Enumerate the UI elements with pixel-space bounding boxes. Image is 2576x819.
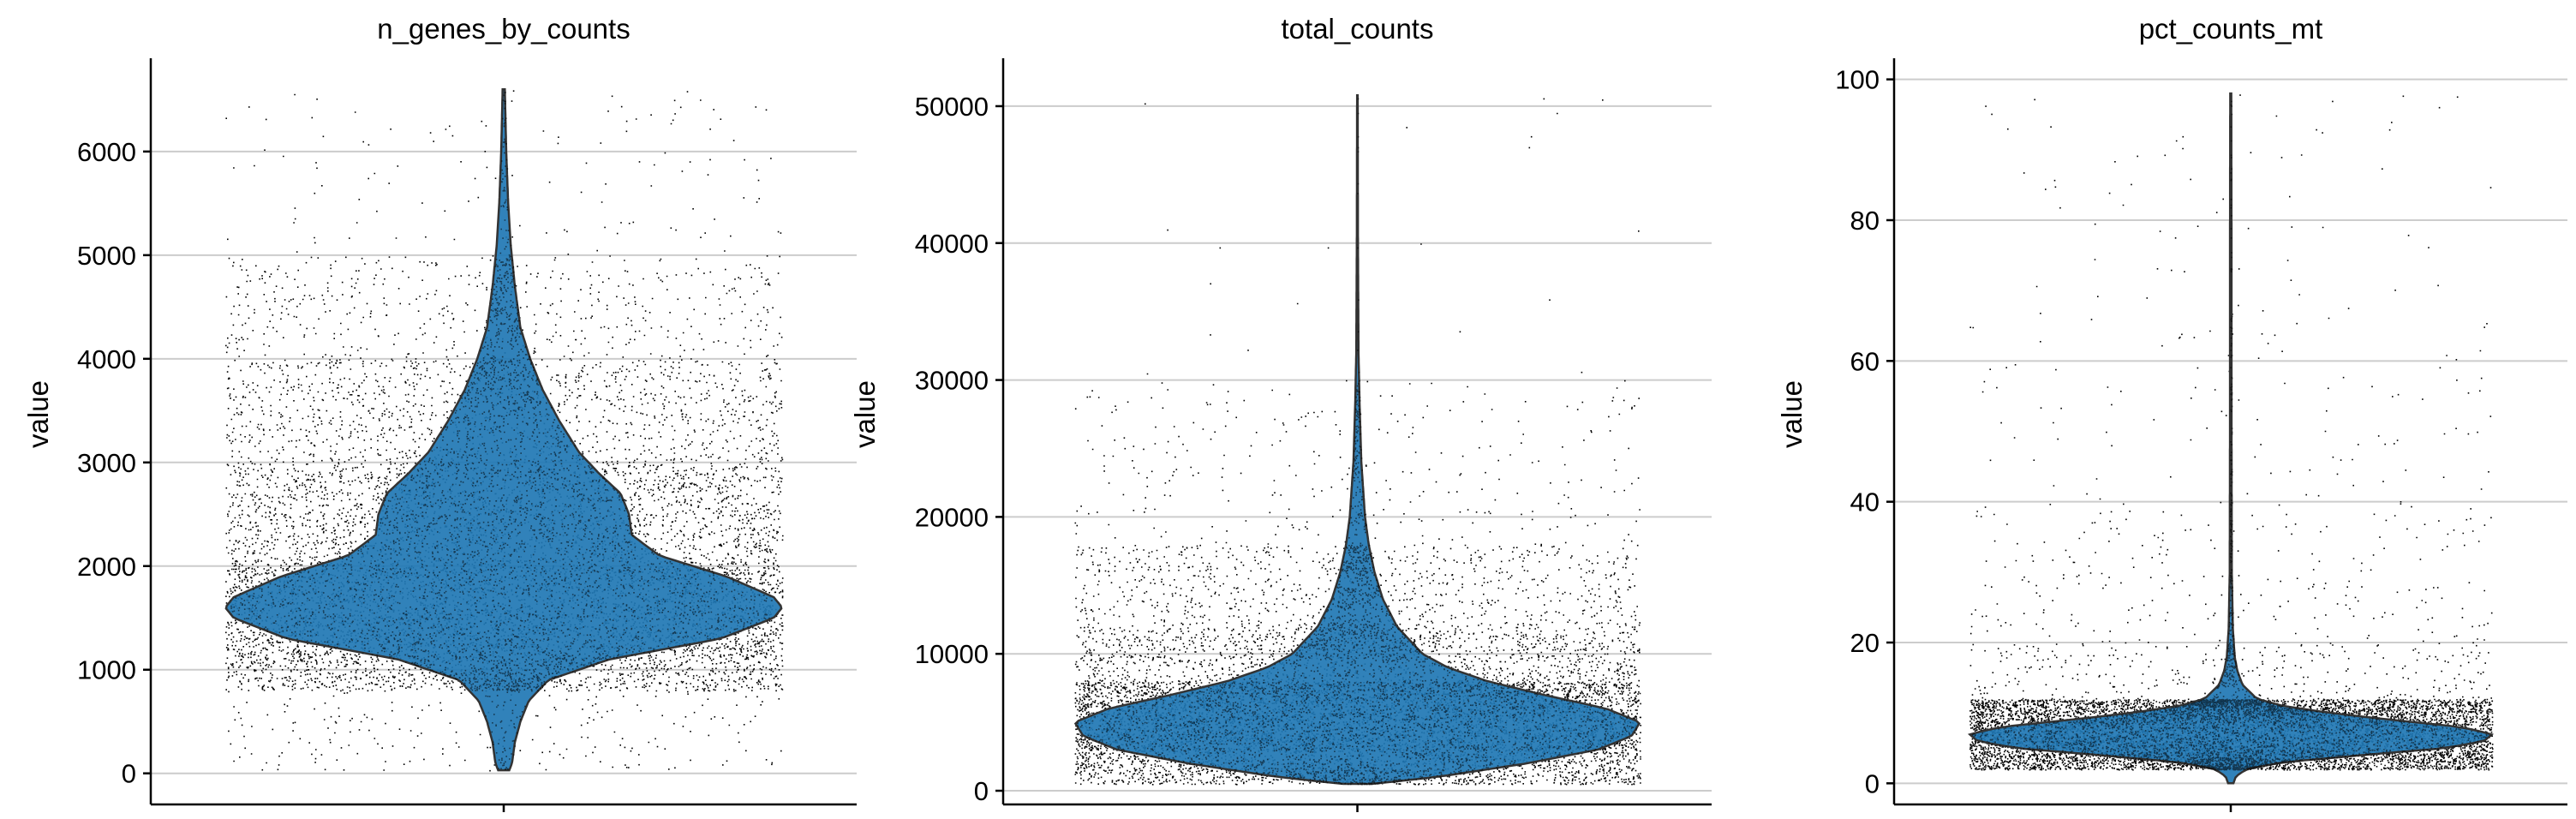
y-tick-label: 20000 xyxy=(915,502,989,532)
y-tick-label: 3000 xyxy=(77,448,136,478)
y-tick-label: 20 xyxy=(1850,628,1880,658)
y-tick-label: 30000 xyxy=(915,366,989,396)
y-tick-label: 10000 xyxy=(915,639,989,669)
chart-panel-2: 0 10000 20000 30000 40000 50000 total_countsva… xyxy=(849,13,1712,812)
y-tick-label: 6000 xyxy=(77,137,136,167)
y-tick-label: 40000 xyxy=(915,229,989,259)
violin-body xyxy=(224,88,783,772)
chart-panel-1: 0 1000 2000 3000 4000 5000 6000 n_genes_by_coun… xyxy=(22,13,857,812)
y-tick-label: 4000 xyxy=(77,344,136,374)
y-tick-label: 60 xyxy=(1850,346,1880,376)
y-tick-label: 100 xyxy=(1835,65,1880,95)
y-tick-label: 80 xyxy=(1850,206,1880,236)
y-tick-label: 50000 xyxy=(915,92,989,122)
y-tick-label: 0 xyxy=(1865,768,1880,798)
y-axis-label: value xyxy=(22,380,54,448)
y-tick-label: 40 xyxy=(1850,487,1880,517)
y-tick-label: 5000 xyxy=(77,241,136,271)
chart-title: pct_counts_mt xyxy=(2139,13,2323,45)
y-tick-label: 2000 xyxy=(77,552,136,582)
chart-title: total_counts xyxy=(1282,13,1434,45)
y-axis-label: value xyxy=(1776,380,1808,448)
y-axis-label: value xyxy=(849,380,881,448)
y-tick-label: 0 xyxy=(974,776,989,806)
y-tick-label: 0 xyxy=(122,759,136,789)
violin-body xyxy=(1967,92,2495,785)
chart-title: n_genes_by_counts xyxy=(377,13,630,45)
point-cloud-overlay xyxy=(1972,100,2492,771)
violin-body xyxy=(1073,93,1641,786)
y-tick-label: 1000 xyxy=(77,655,136,685)
